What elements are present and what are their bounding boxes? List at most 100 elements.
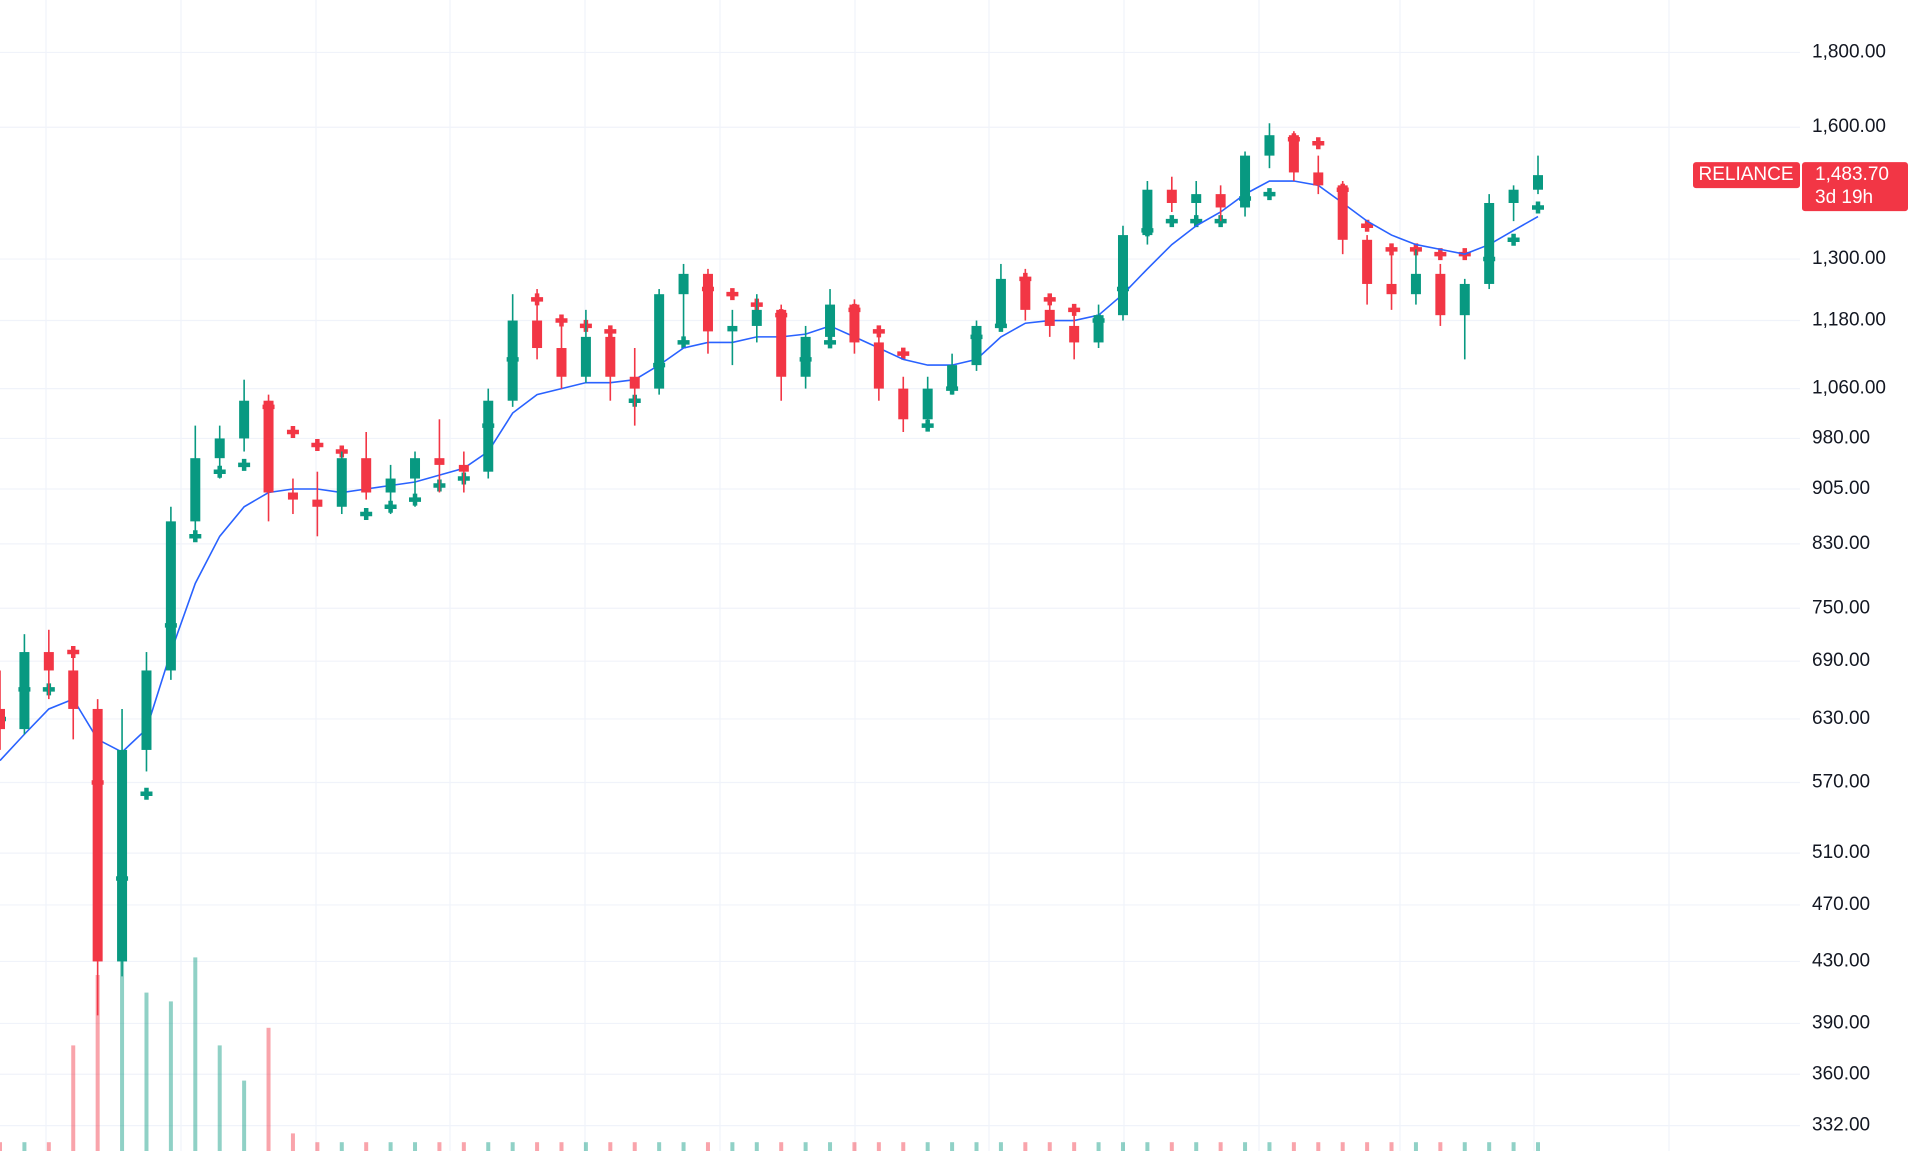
candle-body: [532, 320, 543, 349]
candle-body: [1508, 189, 1519, 203]
y-tick-label: 570.00: [1812, 772, 1870, 793]
candle-body: [1191, 194, 1202, 203]
candle-body: [1288, 135, 1299, 173]
candle-body: [312, 499, 323, 507]
volume-bar: [681, 1142, 686, 1151]
volume-bar: [876, 1142, 881, 1151]
last-price-tag: [1802, 162, 1908, 212]
y-tick-label: 390.00: [1812, 1012, 1870, 1033]
volume-bar: [1389, 1142, 1394, 1151]
candle-body: [1533, 175, 1543, 190]
candle-body: [1264, 135, 1275, 156]
candle-body: [1337, 185, 1348, 240]
stop-up-marker: [1507, 233, 1520, 246]
volume-bar: [1340, 1142, 1345, 1151]
stop-up-marker: [1263, 188, 1276, 201]
volume-bar: [1047, 1142, 1052, 1151]
candle-body: [1142, 189, 1153, 236]
stop-down-marker: [1385, 243, 1398, 256]
volume-bar: [1169, 1142, 1174, 1151]
volume-bar: [730, 1142, 735, 1151]
y-tick-label: 360.00: [1812, 1063, 1870, 1084]
candle-body: [727, 325, 738, 332]
candle-body: [580, 336, 591, 377]
y-tick-label: 1,600.00: [1812, 116, 1886, 137]
volume-bar: [168, 1001, 173, 1151]
symbol-label: RELIANCE: [1698, 164, 1793, 185]
volume-bar: [950, 1142, 955, 1151]
candle-body: [239, 400, 250, 439]
candle-body: [263, 400, 274, 493]
candle-body: [947, 365, 958, 389]
candle-body: [751, 309, 762, 326]
volume-bar: [1291, 1142, 1296, 1151]
stop-down-marker: [726, 288, 739, 301]
y-tick-label: 1,300.00: [1812, 248, 1886, 269]
y-tick-label: 630.00: [1812, 708, 1870, 729]
volume-bar: [1438, 1142, 1443, 1151]
candle-body: [141, 670, 152, 750]
plot-area: [0, 123, 1544, 1151]
candle-body: [995, 278, 1006, 326]
volume-bar: [925, 1142, 930, 1151]
candle-body: [1166, 189, 1177, 203]
candle-body: [922, 388, 933, 420]
stop-down-marker: [311, 438, 324, 451]
volume-bar: [510, 1142, 515, 1151]
candle-body: [971, 325, 982, 366]
stop-down-marker: [286, 425, 299, 438]
volume-bar: [364, 1142, 369, 1151]
candle-body: [410, 458, 421, 479]
candle-body: [43, 652, 54, 671]
countdown-label: 3d 19h: [1815, 187, 1873, 208]
volume-bar: [339, 1142, 344, 1151]
candle-body: [1459, 283, 1470, 316]
stop-up-marker: [1532, 201, 1544, 214]
volume-bar: [46, 1142, 51, 1151]
candle-body: [214, 438, 225, 459]
volume-bar: [0, 1142, 2, 1151]
price-axis: 1,800.00 1,600.00 1,300.00 1,180.00 1,060.00…: [1693, 41, 1908, 1136]
stop-down-marker: [1434, 248, 1447, 261]
candle-body: [336, 458, 347, 507]
candle-body: [165, 521, 176, 671]
volume-bar: [754, 1142, 759, 1151]
candle-body: [1484, 202, 1495, 284]
stop-up-marker: [238, 458, 251, 471]
candle-body: [800, 336, 811, 377]
volume-bar: [632, 1142, 637, 1151]
candle-body: [776, 309, 787, 377]
candle-body: [1020, 278, 1031, 310]
volume-bar: [705, 1142, 710, 1151]
stop-up-marker: [1165, 215, 1178, 228]
grid: [0, 0, 1800, 1151]
volume-bar: [1267, 1142, 1272, 1151]
volume-bar: [1365, 1142, 1370, 1151]
candle-body: [0, 708, 5, 730]
candle-body: [507, 320, 518, 401]
moving-average-line: [0, 180, 1539, 762]
volume-bar: [1023, 1142, 1028, 1151]
candle-body: [898, 388, 909, 420]
y-tick-label: 1,060.00: [1812, 378, 1886, 399]
volume-bar: [1218, 1142, 1223, 1151]
candle-body: [1215, 194, 1226, 208]
candle-body: [678, 273, 689, 295]
y-tick-label: 690.00: [1812, 650, 1870, 671]
candle-body: [873, 342, 884, 389]
volume-bar: [95, 975, 100, 1151]
candle-body: [92, 708, 103, 962]
volume-bar: [1120, 1142, 1125, 1151]
volume-bar: [828, 1142, 833, 1151]
candle-body: [629, 376, 640, 389]
volume-bar: [461, 1142, 466, 1151]
volume-bar: [437, 1142, 442, 1151]
candle-body: [19, 652, 30, 730]
y-tick-label: 830.00: [1812, 533, 1870, 554]
volume-bar: [535, 1142, 540, 1151]
candle-body: [1240, 155, 1251, 208]
candle-body: [825, 304, 836, 337]
y-tick-label: 905.00: [1812, 478, 1870, 499]
